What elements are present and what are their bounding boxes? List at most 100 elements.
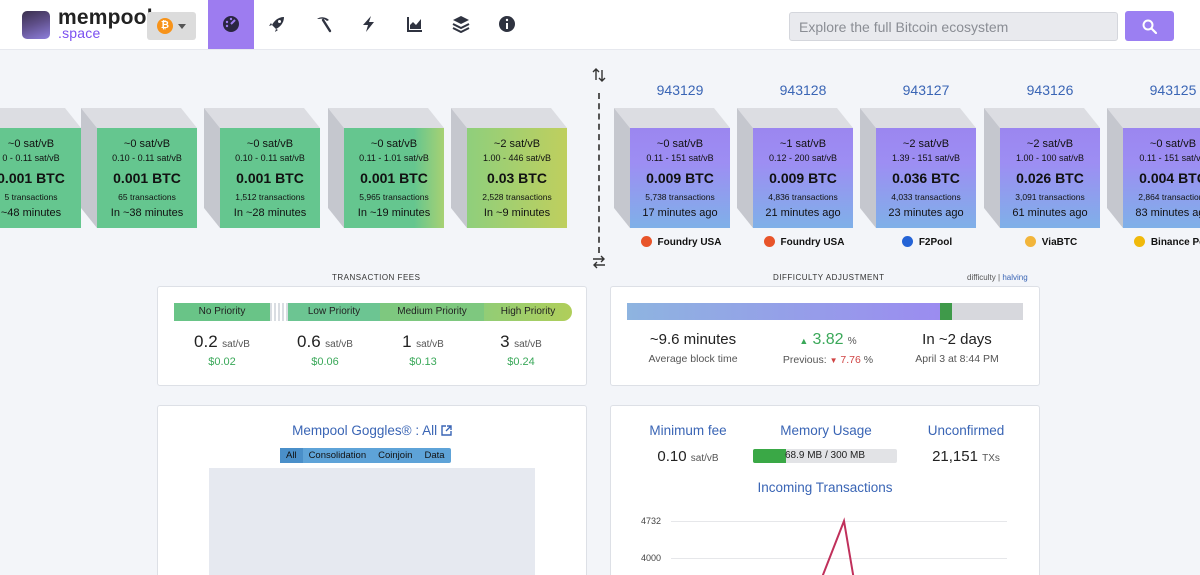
incoming-transactions-title[interactable]: Incoming Transactions xyxy=(757,480,893,495)
pool-label[interactable]: Foundry USA xyxy=(749,236,859,248)
up-arrow-icon: ▲ xyxy=(799,336,809,346)
pickaxe-icon xyxy=(317,17,332,33)
foundry-icon xyxy=(640,236,652,247)
bitcoin-icon: ₿ xyxy=(157,18,173,34)
nav-mining[interactable] xyxy=(300,0,346,49)
block-height[interactable]: 943128 xyxy=(779,82,827,98)
goggles-card: Mempool Goggles® : All All Consolidation… xyxy=(157,405,587,575)
pool-label[interactable]: Binance Pool xyxy=(1119,236,1200,248)
block-height[interactable]: 943125 xyxy=(1149,82,1197,98)
memory-usage: Memory Usage 68.9 MB / 300 MB xyxy=(753,423,899,463)
mempool-block[interactable]: ~0 sat/vB 0.10 - 0.11 sat/vB 0.001 BTC 6… xyxy=(81,108,197,228)
difficulty-adjustment-card: ~9.6 minutes Average block time ▲ 3.82 %… xyxy=(610,286,1040,386)
top-navbar: mempool .space ₿ xyxy=(0,0,1200,50)
block-height[interactable]: 943126 xyxy=(1026,82,1074,98)
swap-vertical-icon[interactable] xyxy=(592,68,606,82)
difficulty-progress-bar xyxy=(627,303,1023,320)
search-button[interactable] xyxy=(1125,11,1174,41)
blockchain-divider xyxy=(598,93,600,253)
nav-graphs[interactable] xyxy=(392,0,438,49)
swap-horizontal-icon[interactable] xyxy=(592,255,606,269)
mempool-block[interactable]: ~0 sat/vB 0.10 - 0.11 sat/vB 0.001 BTC 1… xyxy=(204,108,320,228)
mined-block[interactable]: 943127 ~2 sat/vB 1.39 - 151 sat/vB 0.036… xyxy=(860,82,976,248)
lightning-icon xyxy=(363,16,374,32)
difficulty-ahead-fill xyxy=(939,303,952,320)
mempool-stats-card: Minimum fee 0.10 sat/vB Memory Usage 68.… xyxy=(610,405,1040,575)
difficulty-change: ▲ 3.82 % Previous: ▼ 7.76 % xyxy=(782,331,874,366)
mined-block[interactable]: 943129 ~0 sat/vB 0.11 - 151 sat/vB 0.009… xyxy=(614,82,730,248)
high-priority-fee: 3 sat/vB $0.24 xyxy=(500,332,542,368)
pool-label[interactable]: Foundry USA xyxy=(626,236,736,248)
logo-mark-icon xyxy=(22,11,50,39)
nav-accelerator[interactable] xyxy=(254,0,300,49)
nav-lightning[interactable] xyxy=(346,0,392,49)
network-selector-button[interactable]: ₿ xyxy=(147,12,196,40)
rocket-icon xyxy=(269,17,284,32)
nav-dashboard[interactable] xyxy=(208,0,254,49)
mined-block[interactable]: 943126 ~2 sat/vB 1.00 - 100 sat/vB 0.026… xyxy=(984,82,1100,248)
binance-icon xyxy=(1133,236,1145,247)
goggles-filter-tabs: All Consolidation Coinjoin Data xyxy=(280,448,451,463)
logo-word: mempool xyxy=(58,6,153,29)
foundry-icon xyxy=(763,236,775,247)
search-icon xyxy=(1142,19,1157,34)
y-tick-label: 4000 xyxy=(641,553,662,563)
medium-priority-fee: 1 sat/vB $0.13 xyxy=(402,332,444,368)
fee-gap-segment xyxy=(270,303,288,321)
mempool-block-next[interactable]: ~2 sat/vB 1.00 - 446 sat/vB 0.03 BTC 2,5… xyxy=(451,108,567,228)
block-height[interactable]: 943127 xyxy=(902,82,950,98)
halving-link[interactable]: halving xyxy=(1002,273,1028,282)
incoming-tx-line xyxy=(821,517,855,575)
transaction-fees-card: No Priority Low Priority Medium Priority… xyxy=(157,286,587,386)
external-link-icon xyxy=(441,425,452,436)
high-priority-segment: High Priority xyxy=(484,303,572,321)
difficulty-link[interactable]: difficulty xyxy=(967,273,996,282)
unconfirmed-txs: Unconfirmed 21,151 TXs xyxy=(927,423,1005,465)
tab-coinjoin[interactable]: Coinjoin xyxy=(378,450,413,461)
down-arrow-icon: ▼ xyxy=(829,356,838,365)
grid-line xyxy=(671,558,1007,559)
difficulty-progress-fill xyxy=(627,303,940,320)
dashboard-icon xyxy=(223,16,239,32)
next-adjustment-eta: In ~2 days April 3 at 8:44 PM xyxy=(915,331,999,365)
logo-domain: .space xyxy=(58,25,101,41)
chart-icon xyxy=(407,17,422,32)
fee-priority-bar: No Priority Low Priority Medium Priority… xyxy=(174,303,572,321)
minimum-fee: Minimum fee 0.10 sat/vB xyxy=(649,423,727,465)
medium-priority-segment: Medium Priority xyxy=(380,303,484,321)
goggles-title[interactable]: Mempool Goggles® : All xyxy=(158,423,586,438)
memory-usage-fill xyxy=(753,449,787,463)
difficulty-section-title: DIFFICULTY ADJUSTMENT xyxy=(773,273,885,282)
mined-block[interactable]: 943128 ~1 sat/vB 0.12 - 200 sat/vB 0.009… xyxy=(737,82,853,248)
nav-about[interactable] xyxy=(484,0,530,49)
info-icon xyxy=(499,16,515,32)
layers-icon xyxy=(452,16,470,33)
mined-block[interactable]: 943125 ~0 sat/vB 0.11 - 151 sat/vB 0.004… xyxy=(1107,82,1200,248)
low-priority-fee: 0.6 sat/vB $0.06 xyxy=(297,332,353,368)
incoming-transactions-chart[interactable] xyxy=(671,506,1011,575)
difficulty-halving-toggle: difficulty | halving xyxy=(967,273,1028,282)
caret-down-icon xyxy=(178,24,186,29)
mempool-block[interactable]: ~0 sat/vB 0.11 - 1.01 sat/vB 0.001 BTC 5… xyxy=(328,108,444,228)
nav-docs[interactable] xyxy=(438,0,484,49)
no-priority-segment: No Priority xyxy=(174,303,270,321)
block-height[interactable]: 943129 xyxy=(656,82,704,98)
mempool-block[interactable]: ~0 sat/vB 0 - 0.11 sat/vB 0.001 BTC 5 tr… xyxy=(0,108,81,228)
pool-label[interactable]: ViaBTC xyxy=(996,236,1106,248)
f2pool-icon xyxy=(901,236,913,247)
fees-section-title: TRANSACTION FEES xyxy=(332,273,421,282)
low-priority-segment: Low Priority xyxy=(288,303,380,321)
no-priority-fee: 0.2 sat/vB $0.02 xyxy=(194,332,250,368)
mempool-logo[interactable]: mempool .space xyxy=(22,6,153,41)
average-block-time: ~9.6 minutes Average block time xyxy=(648,331,738,365)
search-input[interactable] xyxy=(789,12,1118,41)
pool-label[interactable]: F2Pool xyxy=(872,236,982,248)
grid-line xyxy=(671,521,1007,522)
goggles-block-visualization[interactable] xyxy=(209,468,535,575)
tab-data[interactable]: Data xyxy=(424,450,445,461)
tab-consolidation[interactable]: Consolidation xyxy=(308,450,367,461)
tab-all[interactable]: All xyxy=(280,448,303,463)
memory-usage-bar: 68.9 MB / 300 MB xyxy=(753,449,897,463)
y-tick-label: 4732 xyxy=(641,516,662,526)
viabtc-icon xyxy=(1024,236,1036,247)
